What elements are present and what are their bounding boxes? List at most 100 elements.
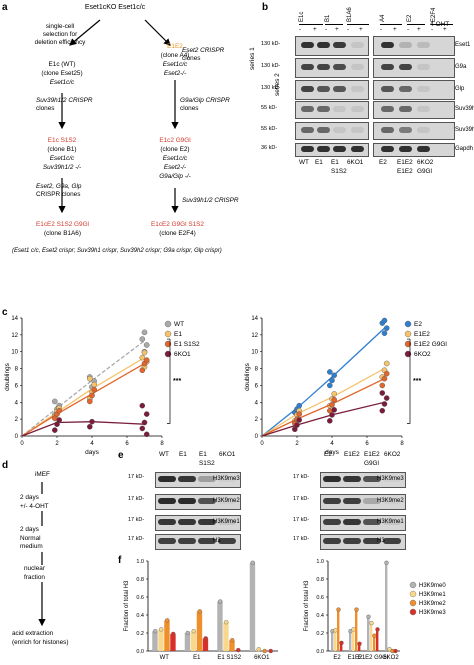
- data-point: [329, 377, 335, 384]
- clone-e2-line1: (clone E2): [160, 146, 190, 153]
- panel-letter-b: b: [262, 2, 269, 13]
- blot-band: [333, 146, 346, 152]
- blot-band: [333, 106, 346, 112]
- bar: [334, 630, 337, 651]
- eset2-crispr-top-line2: clones: [182, 55, 201, 62]
- blot-band: [417, 106, 430, 112]
- blot-e-mark-label: H3K9me1: [213, 519, 240, 525]
- methylation-bar-chart: 0.0 0.2 0.4 0.6 0.8 1.0 Fraction of total H3 WT…: [124, 559, 446, 661]
- blot-band: [399, 127, 412, 133]
- bar-point: [165, 618, 170, 623]
- blot-band: [301, 146, 314, 152]
- clone-header: B1: [325, 14, 331, 22]
- y-tick-label: 2: [255, 417, 259, 423]
- y-tick-label: 2: [15, 417, 19, 423]
- x-tick-label: 6: [365, 441, 369, 447]
- legend-marker: [404, 330, 412, 338]
- data-point: [56, 417, 63, 423]
- suv-crispr-1-line1: Suv39h1/2 CRISPR: [36, 97, 93, 104]
- g9a-crispr-line2: clones: [180, 105, 199, 112]
- bar-point: [230, 637, 235, 643]
- y-tick-label: 6: [255, 383, 259, 389]
- clone-header-line: [299, 24, 323, 25]
- legend-label: E2: [414, 321, 422, 328]
- y-tick-label: 14: [11, 316, 18, 322]
- blot-band: [317, 106, 330, 112]
- blot-strip-left: [295, 80, 369, 100]
- data-point: [296, 402, 303, 409]
- legend-marker: [164, 330, 172, 338]
- blot-band: [333, 127, 346, 133]
- data-point: [383, 360, 390, 367]
- series-line: [261, 401, 385, 437]
- oht-mark: -: [431, 26, 434, 33]
- blot-kd-label: 130 kD-: [261, 85, 281, 91]
- bar: [158, 629, 164, 651]
- clone-a4-line2: Eset1c/c: [162, 61, 188, 68]
- data-point: [326, 382, 333, 389]
- series-line: [21, 362, 145, 437]
- data-point: [52, 427, 58, 433]
- data-point: [379, 407, 386, 414]
- bar-point: [375, 627, 380, 632]
- legend-marker: [404, 350, 412, 358]
- blot-e-band: [343, 519, 361, 525]
- blot-lane-label: E1: [315, 159, 323, 166]
- clone-e2f4-label: (clone E2F4): [159, 230, 196, 237]
- y-tick-label: 0: [15, 434, 19, 440]
- bar-point: [250, 560, 255, 565]
- eset2-crispr-top-line1: Eset2 CRISPR: [182, 47, 225, 54]
- scheme-arrows: [58, 19, 179, 214]
- blot-strip-left: [295, 101, 369, 119]
- e1e2-label: E1E2: [167, 43, 183, 50]
- blot-e-band: [383, 538, 401, 544]
- blot-band: [417, 127, 430, 133]
- blot-protein-label: Suv39h1: [455, 106, 474, 112]
- blot-strip-right: [373, 80, 455, 100]
- data-point: [383, 325, 390, 331]
- y-tick-label: 8: [15, 367, 19, 373]
- bar-point: [268, 648, 273, 654]
- legend-label: H3K9me3: [419, 610, 446, 616]
- data-point: [143, 357, 150, 363]
- e1c-s1s2-label: E1c S1S2: [47, 137, 77, 144]
- bar-point: [159, 627, 164, 632]
- data-point: [87, 423, 93, 430]
- blot-e-lane-label: E1E2: [364, 451, 380, 458]
- legend-label: 6KO1: [174, 351, 191, 358]
- blot-e-band: [323, 538, 341, 544]
- blot-e-band: [363, 519, 381, 525]
- y-tick-label: 12: [251, 333, 258, 339]
- bar: [337, 609, 340, 651]
- blot-band: [317, 64, 330, 70]
- blot-protein-label: Eset1: [455, 42, 471, 48]
- oht-mark: -: [299, 26, 302, 33]
- protocol-step-medium: 2 days Normal medium: [20, 526, 43, 552]
- blot-e-band: [198, 519, 216, 525]
- single-cell-line1: single-cell: [45, 23, 75, 30]
- legend-label: E1E2 G9Gl: [414, 341, 447, 348]
- y-tick-label: 0: [255, 434, 259, 440]
- data-point: [329, 412, 335, 418]
- blot-e-lane-label: 6KO1: [219, 451, 236, 458]
- oht-mark: +: [417, 26, 421, 33]
- bar: [196, 611, 203, 651]
- bar-point: [218, 599, 223, 604]
- bar-point: [384, 560, 389, 565]
- e1ce2-g9gl-label: E1c2 G9Gl: [159, 137, 191, 144]
- single-cell-line3: deletion efficiency: [34, 39, 86, 46]
- blot-protein-label: Gapdh: [455, 146, 474, 152]
- data-point: [143, 411, 150, 417]
- blot-e-kd-label: 17 kD-: [293, 496, 310, 502]
- x-tick-label: 0: [260, 441, 264, 447]
- y-tick-label: 0.0: [316, 649, 324, 655]
- data-point: [91, 386, 97, 393]
- bar: [370, 623, 373, 651]
- blot-e-mark-label: H3K9me2: [213, 498, 240, 504]
- blot-e-band: [323, 476, 341, 482]
- blot-e-band: [198, 538, 216, 544]
- y-tick-label: 4: [255, 400, 259, 406]
- blot-band: [417, 42, 430, 48]
- bar: [190, 631, 197, 651]
- category-label: 6KO2: [383, 655, 399, 661]
